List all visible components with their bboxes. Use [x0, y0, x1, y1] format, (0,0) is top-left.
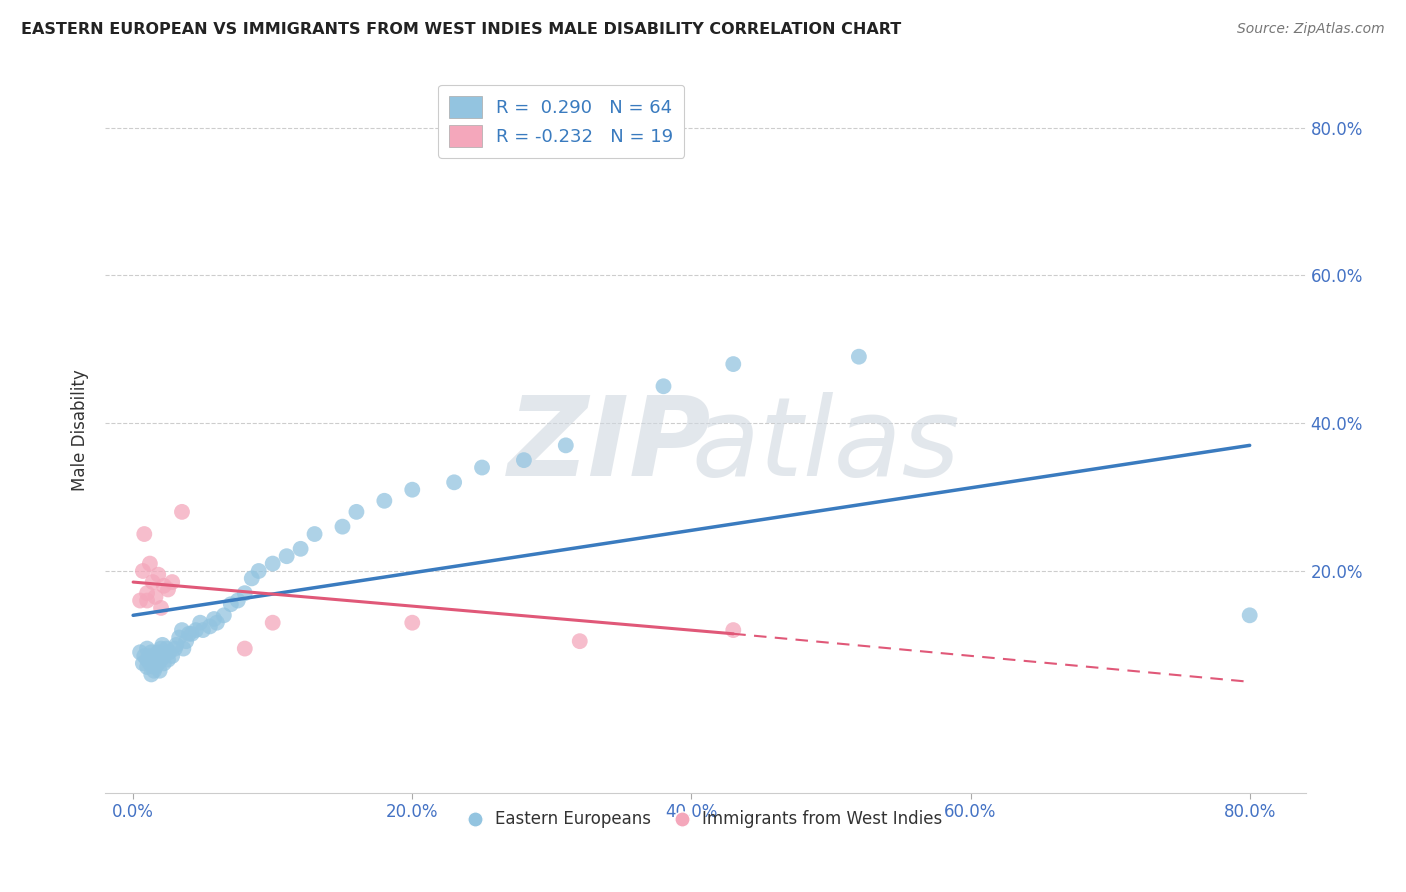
Point — [174, 634, 197, 648]
Point — [156, 641, 179, 656]
Point — [165, 638, 187, 652]
Point — [148, 657, 170, 671]
Point — [513, 453, 536, 467]
Point — [202, 612, 225, 626]
Point — [160, 575, 183, 590]
Point — [170, 623, 193, 637]
Point — [139, 557, 162, 571]
Point — [332, 519, 354, 533]
Point — [401, 483, 423, 497]
Point — [150, 653, 173, 667]
Point — [346, 505, 368, 519]
Point — [142, 575, 165, 590]
Point — [153, 648, 176, 663]
Point — [136, 593, 159, 607]
Point — [139, 657, 162, 671]
Point — [568, 634, 591, 648]
Point — [554, 438, 576, 452]
Point — [240, 571, 263, 585]
Point — [276, 549, 298, 564]
Point — [143, 664, 166, 678]
Point — [304, 527, 326, 541]
Text: Source: ZipAtlas.com: Source: ZipAtlas.com — [1237, 22, 1385, 37]
Text: atlas: atlas — [692, 392, 960, 499]
Point — [143, 657, 166, 671]
Point — [219, 597, 242, 611]
Point — [136, 641, 159, 656]
Point — [160, 648, 183, 663]
Point — [146, 648, 169, 663]
Point — [262, 557, 284, 571]
Point — [150, 601, 173, 615]
Point — [401, 615, 423, 630]
Point — [184, 623, 207, 637]
Point — [233, 641, 256, 656]
Point — [191, 623, 214, 637]
Point — [136, 586, 159, 600]
Point — [198, 619, 221, 633]
Point — [152, 638, 174, 652]
Point — [652, 379, 675, 393]
Text: EASTERN EUROPEAN VS IMMIGRANTS FROM WEST INDIES MALE DISABILITY CORRELATION CHAR: EASTERN EUROPEAN VS IMMIGRANTS FROM WEST… — [21, 22, 901, 37]
Point — [723, 357, 745, 371]
Point — [129, 593, 152, 607]
Y-axis label: Male Disability: Male Disability — [72, 369, 89, 491]
Point — [157, 645, 180, 659]
Point — [153, 579, 176, 593]
Point — [141, 645, 163, 659]
Point — [226, 593, 249, 607]
Point — [142, 653, 165, 667]
Point — [134, 648, 156, 663]
Point — [163, 641, 186, 656]
Point — [180, 627, 202, 641]
Point — [145, 660, 167, 674]
Point — [129, 645, 152, 659]
Point — [262, 615, 284, 630]
Legend: Eastern Europeans, Immigrants from West Indies: Eastern Europeans, Immigrants from West … — [461, 804, 949, 835]
Point — [136, 660, 159, 674]
Point — [141, 667, 163, 681]
Point — [212, 608, 235, 623]
Point — [134, 527, 156, 541]
Point — [233, 586, 256, 600]
Point — [373, 493, 395, 508]
Point — [157, 653, 180, 667]
Point — [153, 657, 176, 671]
Point — [723, 623, 745, 637]
Point — [167, 631, 190, 645]
Point — [132, 564, 155, 578]
Point — [471, 460, 494, 475]
Point — [132, 657, 155, 671]
Point — [145, 653, 167, 667]
Point — [848, 350, 870, 364]
Point — [290, 541, 312, 556]
Point — [150, 641, 173, 656]
Point — [148, 645, 170, 659]
Point — [139, 648, 162, 663]
Point — [205, 615, 228, 630]
Point — [1239, 608, 1261, 623]
Text: ZIP: ZIP — [508, 392, 711, 499]
Point — [149, 664, 172, 678]
Point — [172, 641, 194, 656]
Point — [247, 564, 270, 578]
Point — [157, 582, 180, 597]
Point — [148, 567, 170, 582]
Point — [188, 615, 211, 630]
Point — [136, 653, 159, 667]
Point — [170, 505, 193, 519]
Point — [145, 590, 167, 604]
Point — [443, 475, 465, 490]
Point — [177, 627, 200, 641]
